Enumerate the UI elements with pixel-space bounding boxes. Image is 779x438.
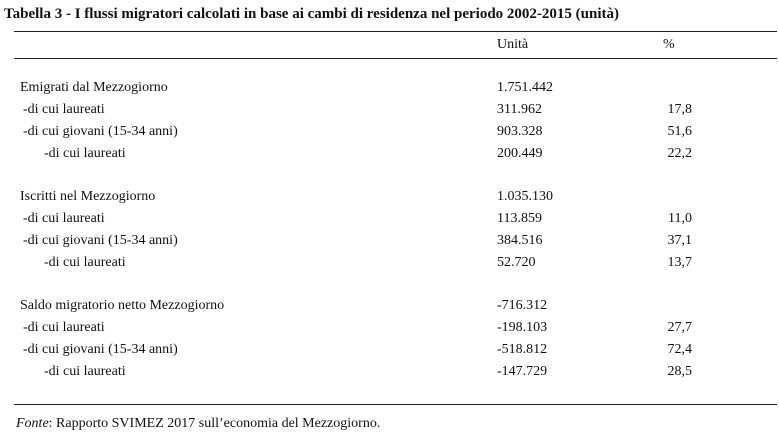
row-value: -198.103: [497, 320, 548, 335]
row-value: -147.729: [497, 364, 548, 379]
table-source-note: Fonte: Rapporto SVIMEZ 2017 sull’economi…: [16, 416, 380, 432]
table-row: -di cui giovani (15-34 anni) 384.516 37,1: [0, 233, 779, 255]
row-percent: 28,5: [667, 364, 693, 379]
header-percent: %: [663, 37, 675, 52]
row-value: 113.859: [497, 211, 542, 226]
row-label: -di cui laureati: [44, 364, 126, 379]
row-label: Emigrati dal Mezzogiorno: [20, 80, 168, 95]
row-value: 311.962: [497, 102, 542, 117]
row-percent: 72,4: [667, 342, 693, 357]
table-row: Saldo migratorio netto Mezzogiorno -716.3…: [0, 298, 779, 320]
table-row: -di cui laureati 200.449 22,2: [0, 146, 779, 168]
table-row: -di cui laureati 311.962 17,8: [0, 102, 779, 124]
row-label: -di cui laureati: [23, 320, 105, 335]
row-value: 1.751.442: [497, 80, 553, 95]
table-row: Emigrati dal Mezzogiorno 1.751.442: [0, 80, 779, 102]
row-label: -di cui laureati: [23, 102, 105, 117]
source-text: : Rapporto SVIMEZ 2017 sull’economia del…: [48, 416, 381, 431]
row-percent: 51,6: [667, 124, 693, 139]
table-row: Iscritti nel Mezzogiorno 1.035.130: [0, 189, 779, 211]
row-value: -716.312: [497, 298, 548, 313]
table-row: -di cui laureati -147.729 28,5: [0, 364, 779, 386]
header-rule: [14, 58, 777, 59]
header-unita: Unità: [497, 37, 529, 52]
row-value: 384.516: [497, 233, 543, 248]
row-label: -di cui laureati: [23, 211, 105, 226]
table-row: -di cui laureati 113.859 11,0: [0, 211, 779, 233]
source-label: Fonte: [16, 416, 49, 431]
table-row: -di cui giovani (15-34 anni) 903.328 51,6: [0, 124, 779, 146]
row-label: Iscritti nel Mezzogiorno: [20, 189, 156, 204]
row-value: -518.812: [497, 342, 548, 357]
row-label: -di cui giovani (15-34 anni): [23, 124, 178, 139]
row-value: 1.035.130: [497, 189, 553, 204]
row-label: -di cui laureati: [44, 146, 126, 161]
row-percent: 22,2: [667, 146, 693, 161]
row-percent: 17,8: [667, 102, 693, 117]
row-value: 52.720: [497, 255, 536, 270]
row-percent: 13,7: [667, 255, 693, 270]
row-label: -di cui giovani (15-34 anni): [23, 233, 178, 248]
row-percent: 27,7: [667, 320, 693, 335]
table-title: Tabella 3 - I flussi migratori calcolati…: [4, 6, 619, 22]
row-label: Saldo migratorio netto Mezzogiorno: [20, 298, 225, 313]
row-label: -di cui giovani (15-34 anni): [23, 342, 178, 357]
bottom-rule: [14, 404, 777, 405]
table-row: -di cui laureati 52.720 13,7: [0, 255, 779, 277]
row-label: -di cui laureati: [44, 255, 126, 270]
row-percent: 37,1: [667, 233, 693, 248]
row-value: 200.449: [497, 146, 543, 161]
table-row: -di cui laureati -198.103 27,7: [0, 320, 779, 342]
table-row: -di cui giovani (15-34 anni) -518.812 72,4: [0, 342, 779, 364]
row-value: 903.328: [497, 124, 543, 139]
row-percent: 11,0: [668, 211, 692, 226]
top-rule: [14, 31, 777, 32]
